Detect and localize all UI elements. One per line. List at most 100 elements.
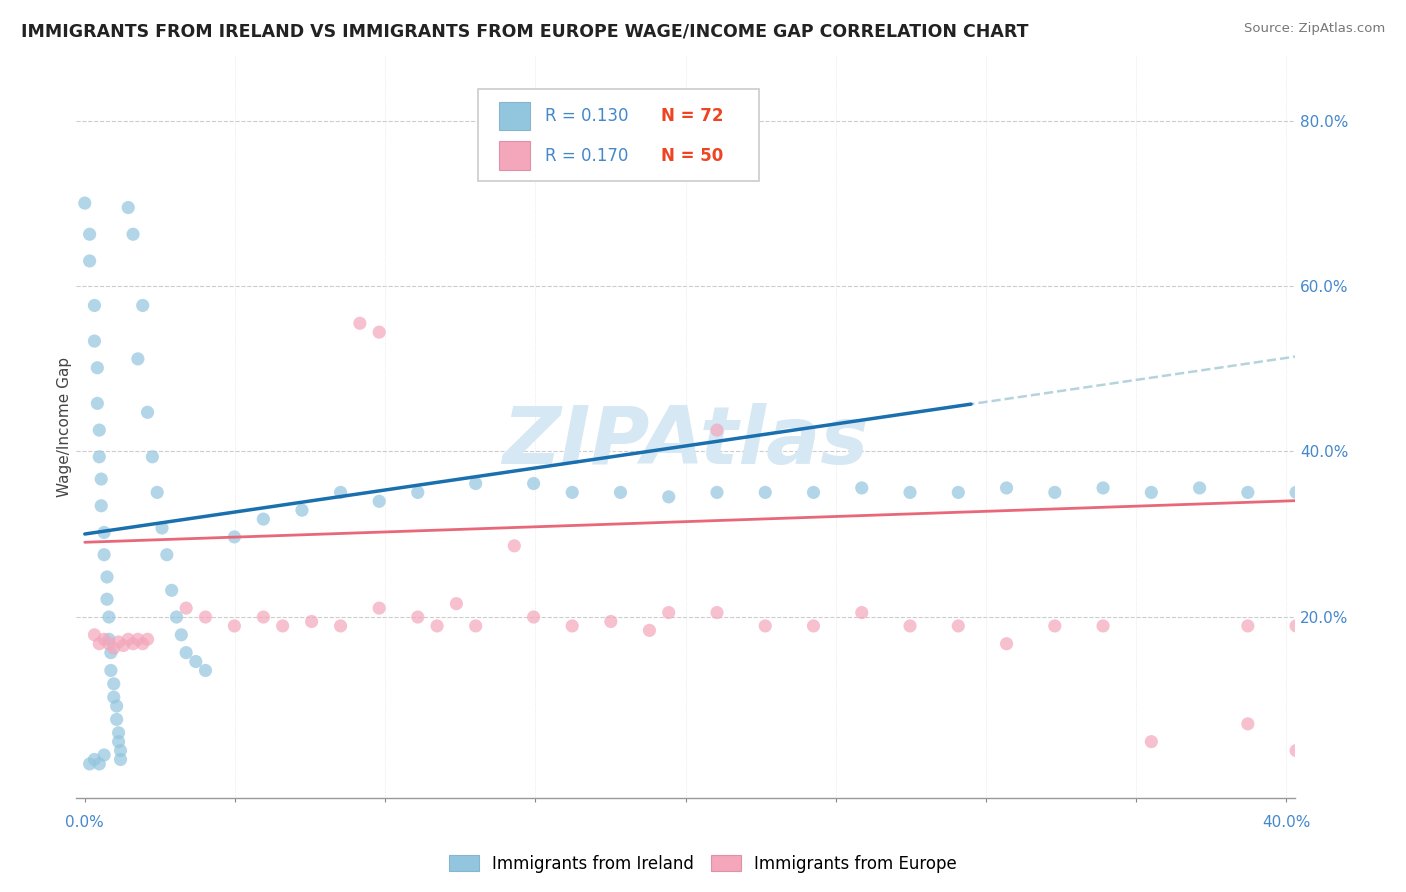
- Point: [406, 610, 429, 624]
- Text: N = 50: N = 50: [661, 146, 724, 164]
- Text: 0.0%: 0.0%: [66, 815, 104, 830]
- Point: [110, 743, 132, 757]
- Point: [132, 637, 155, 651]
- Point: [83, 752, 105, 766]
- Text: R = 0.170: R = 0.170: [546, 146, 628, 164]
- Point: [160, 583, 183, 598]
- Text: Source: ZipAtlas.com: Source: ZipAtlas.com: [1244, 22, 1385, 36]
- Point: [561, 485, 583, 500]
- Point: [100, 664, 122, 678]
- Point: [194, 664, 217, 678]
- Point: [117, 201, 139, 215]
- Point: [97, 632, 120, 647]
- Point: [105, 699, 128, 714]
- Point: [97, 610, 120, 624]
- Point: [79, 756, 101, 771]
- Point: [368, 494, 391, 508]
- Point: [103, 690, 125, 705]
- Point: [706, 423, 728, 437]
- Point: [349, 316, 371, 330]
- Point: [79, 254, 101, 268]
- Point: [89, 756, 111, 771]
- Point: [638, 624, 661, 638]
- Point: [170, 628, 193, 642]
- Point: [122, 637, 145, 651]
- Point: [141, 450, 163, 464]
- Point: [1237, 716, 1260, 731]
- Text: 40.0%: 40.0%: [1263, 815, 1310, 830]
- Point: [112, 639, 135, 653]
- Point: [599, 615, 621, 629]
- Point: [83, 628, 105, 642]
- Point: [103, 677, 125, 691]
- Point: [1043, 619, 1066, 633]
- Text: R = 0.130: R = 0.130: [546, 107, 628, 125]
- Point: [464, 619, 486, 633]
- Point: [406, 485, 429, 500]
- Point: [329, 485, 352, 500]
- Point: [89, 637, 111, 651]
- Point: [609, 485, 631, 500]
- Point: [252, 512, 274, 526]
- Y-axis label: Wage/Income Gap: Wage/Income Gap: [58, 357, 72, 497]
- Point: [150, 521, 173, 535]
- Point: [174, 601, 197, 615]
- Point: [174, 646, 197, 660]
- Point: [291, 503, 314, 517]
- Point: [224, 530, 246, 544]
- Point: [1140, 734, 1163, 748]
- Bar: [499, 142, 530, 169]
- Point: [1237, 619, 1260, 633]
- Point: [503, 539, 526, 553]
- FancyBboxPatch shape: [478, 88, 759, 181]
- Point: [107, 725, 129, 739]
- Point: [252, 610, 274, 624]
- Point: [89, 450, 111, 464]
- Point: [851, 481, 873, 495]
- Point: [754, 485, 776, 500]
- Point: [146, 485, 169, 500]
- Point: [127, 351, 149, 366]
- Point: [426, 619, 449, 633]
- Point: [93, 747, 115, 762]
- Point: [100, 646, 122, 660]
- Point: [97, 637, 120, 651]
- Point: [803, 619, 825, 633]
- Point: [523, 476, 546, 491]
- Point: [122, 227, 145, 242]
- Point: [464, 476, 486, 491]
- Point: [194, 610, 217, 624]
- Text: ZIPAtlas: ZIPAtlas: [502, 402, 869, 481]
- Point: [110, 752, 132, 766]
- Point: [368, 601, 391, 615]
- Point: [107, 734, 129, 748]
- Point: [127, 632, 149, 647]
- Text: N = 72: N = 72: [661, 107, 724, 125]
- Point: [117, 632, 139, 647]
- Point: [706, 606, 728, 620]
- Point: [523, 610, 546, 624]
- Point: [301, 615, 323, 629]
- Point: [86, 396, 108, 410]
- Point: [107, 635, 129, 649]
- Point: [224, 619, 246, 633]
- Point: [132, 298, 155, 312]
- Point: [83, 298, 105, 312]
- Point: [1043, 485, 1066, 500]
- Text: IMMIGRANTS FROM IRELAND VS IMMIGRANTS FROM EUROPE WAGE/INCOME GAP CORRELATION CH: IMMIGRANTS FROM IRELAND VS IMMIGRANTS FR…: [21, 22, 1029, 40]
- Point: [1285, 743, 1308, 757]
- Point: [184, 655, 207, 669]
- Point: [90, 472, 112, 486]
- Point: [93, 548, 115, 562]
- Legend: Immigrants from Ireland, Immigrants from Europe: Immigrants from Ireland, Immigrants from…: [443, 848, 963, 880]
- Point: [995, 637, 1018, 651]
- Point: [136, 632, 159, 647]
- Point: [948, 619, 970, 633]
- Point: [79, 227, 101, 242]
- Point: [93, 632, 115, 647]
- Point: [754, 619, 776, 633]
- Point: [1140, 485, 1163, 500]
- Point: [93, 525, 115, 540]
- Point: [561, 619, 583, 633]
- Point: [948, 485, 970, 500]
